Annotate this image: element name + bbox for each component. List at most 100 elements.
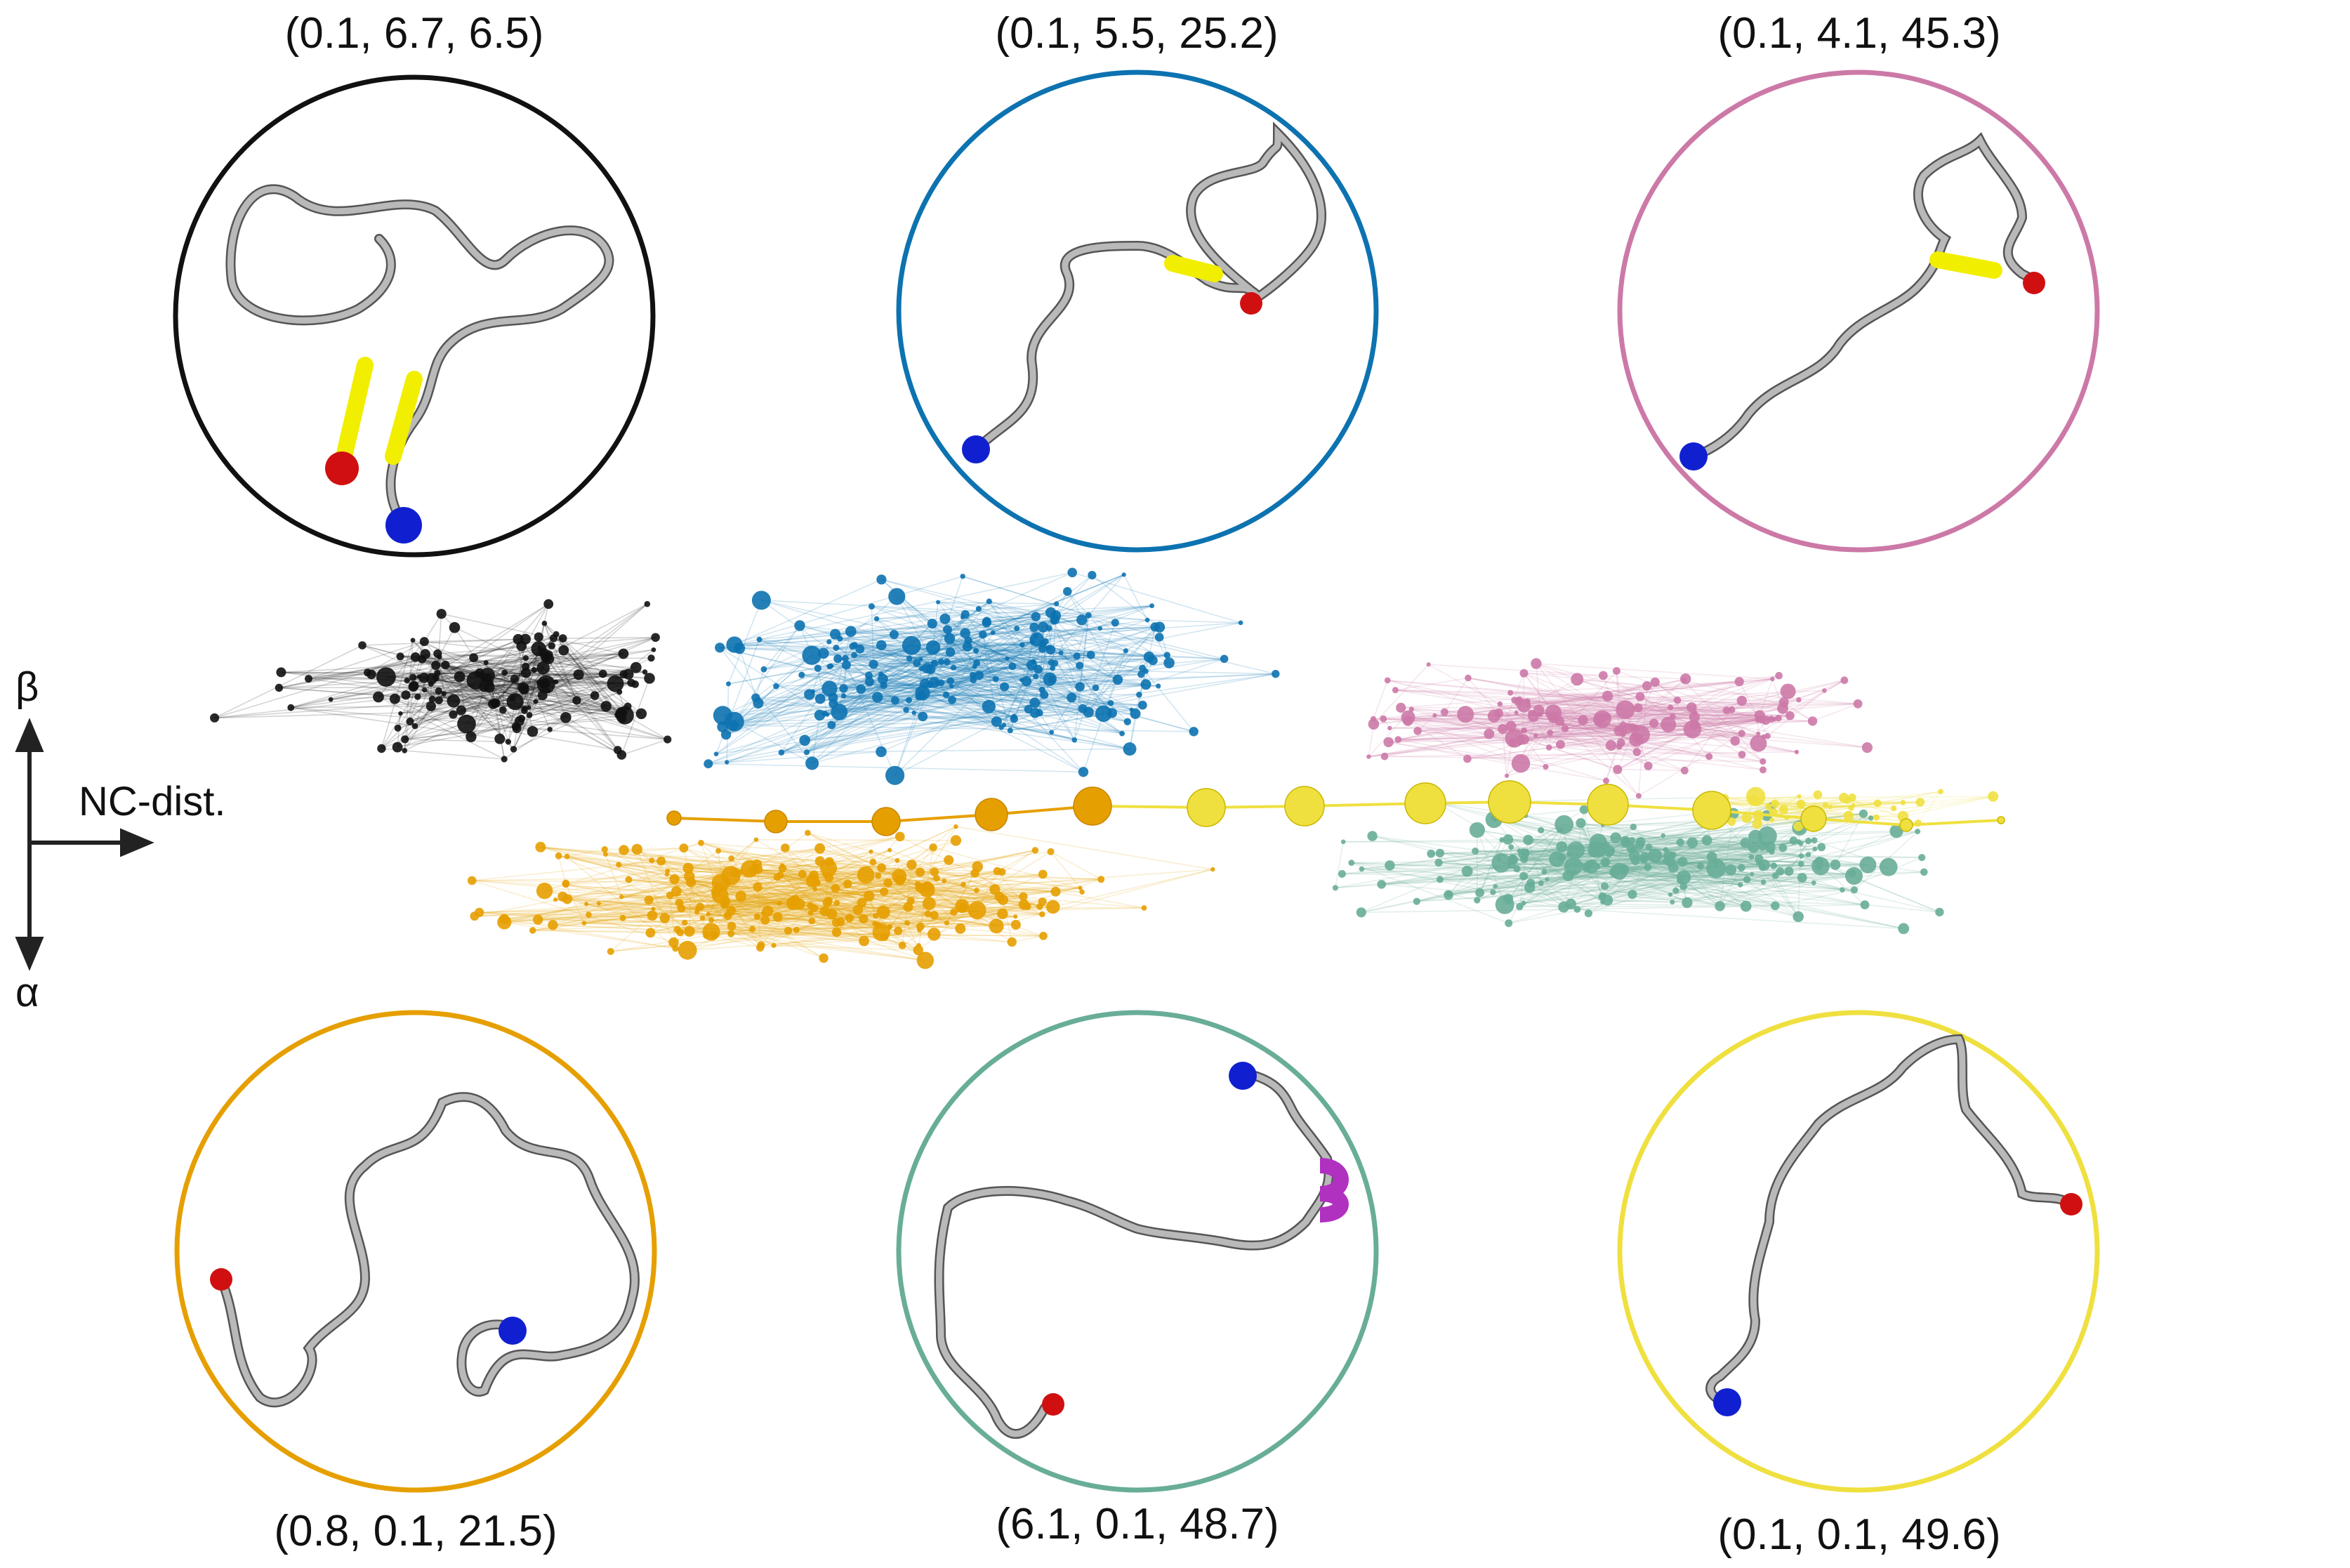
network-node (728, 855, 735, 862)
network-edge (661, 860, 732, 927)
network-edge (725, 645, 912, 735)
network-edge (765, 870, 998, 921)
network-edge (715, 694, 810, 755)
network-node (943, 625, 952, 635)
network-node (856, 684, 866, 694)
network-edge (1408, 707, 1639, 722)
network-node (1384, 677, 1391, 684)
network-node (645, 928, 656, 938)
network-node (1738, 751, 1746, 758)
network-node (526, 712, 533, 718)
network-node (998, 868, 1006, 876)
network-edge (755, 697, 1130, 750)
network-edge (1361, 878, 1441, 914)
network-edge (529, 706, 628, 716)
network-edge (863, 871, 921, 920)
network-node (961, 881, 966, 888)
network-node (1900, 800, 1906, 805)
network-edge (1638, 732, 1743, 797)
network-node (1123, 718, 1132, 725)
network-edge (1395, 690, 1511, 694)
inset-circle-green (896, 1010, 1379, 1493)
network-edge (873, 664, 974, 680)
network-edge (508, 639, 527, 742)
network-node (408, 681, 418, 692)
network-edge (395, 698, 472, 738)
network-edge (1523, 848, 1816, 904)
network-edge (1536, 663, 1633, 727)
network-node (1019, 892, 1028, 901)
network-edge (1051, 656, 1149, 733)
network-edge (1724, 796, 1993, 799)
network-node (548, 920, 558, 930)
network-node (1817, 843, 1826, 852)
network-node (494, 733, 506, 744)
network-node (506, 693, 524, 711)
network-node (1050, 886, 1061, 897)
network-edge (761, 600, 1034, 663)
network-edge (636, 848, 762, 946)
network-edge (1531, 712, 1790, 716)
network-node (1370, 716, 1377, 722)
network-edge (1639, 696, 1783, 709)
network-edge (739, 600, 989, 650)
network-node (1010, 920, 1021, 930)
backbone-node (764, 810, 788, 834)
network-edge (1048, 627, 1118, 680)
network-edge (896, 595, 1022, 681)
network-edge (1638, 707, 1732, 711)
network-node (1635, 692, 1645, 701)
network-node (1493, 709, 1503, 718)
network-node (1793, 911, 1804, 923)
network-node (1528, 711, 1539, 723)
network-edge (1012, 935, 1044, 943)
network-node (1426, 662, 1431, 667)
network-node (210, 713, 220, 723)
network-edge (1771, 796, 1800, 812)
network-node (928, 928, 941, 941)
network-edge (439, 657, 517, 730)
network-node (1683, 720, 1702, 739)
network-node (1507, 854, 1518, 864)
network-edge (757, 916, 837, 933)
network-edge (995, 678, 1194, 732)
network-edge (1527, 839, 1542, 884)
network-edge (895, 702, 1036, 777)
network-node (644, 673, 655, 684)
network-edge (839, 679, 1118, 713)
network-edge (1408, 717, 1603, 722)
network-node (828, 663, 834, 669)
network-edge (838, 658, 1159, 687)
protein-chain (1690, 135, 2038, 460)
network-edge (1686, 831, 1918, 904)
network-edge (883, 673, 1142, 680)
network-edge (423, 613, 442, 643)
network-edge (883, 654, 1091, 686)
network-node (1513, 865, 1521, 873)
network-node (1011, 713, 1017, 720)
network-edge (836, 847, 934, 904)
network-node (1778, 843, 1788, 852)
network-node (904, 920, 911, 926)
network-node (1436, 876, 1444, 883)
network-node (827, 720, 836, 730)
network-node (1769, 817, 1775, 823)
network-edge (1477, 829, 1505, 905)
network-node (887, 848, 892, 852)
network-edge (1506, 724, 1696, 777)
network-edge (1049, 627, 1168, 656)
network-node (773, 873, 781, 881)
network-edge (1387, 680, 1732, 711)
protein-chain (1707, 1036, 2075, 1406)
network-edge (484, 685, 548, 692)
network-edge (1529, 871, 1790, 888)
network-edge (1003, 712, 1036, 726)
network-node (927, 619, 937, 629)
network-node (1511, 754, 1531, 773)
network-edge (674, 878, 832, 915)
cluster-label-orange: (0.8, 0.1, 21.5) (274, 1507, 557, 1555)
network-node (1045, 900, 1060, 914)
network-node (925, 664, 936, 674)
network-node (970, 671, 977, 679)
network-edge (1055, 891, 1144, 909)
